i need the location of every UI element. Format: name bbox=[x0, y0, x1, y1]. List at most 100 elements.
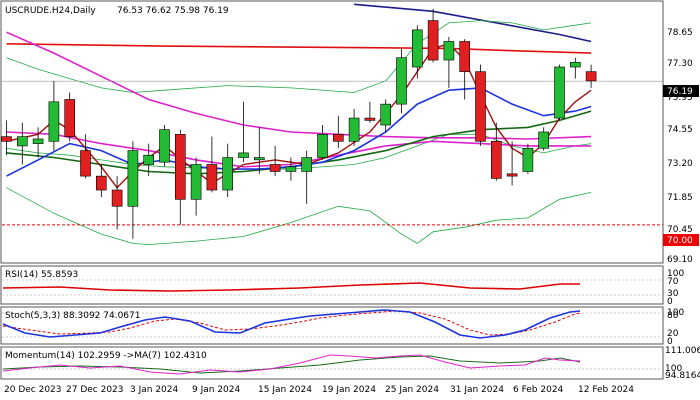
stoch-tick: 0 bbox=[667, 337, 673, 347]
candle-body-bullish bbox=[16, 136, 28, 147]
x-tick: 25 Jan 2024 bbox=[385, 385, 439, 395]
candle-body-bullish bbox=[254, 157, 265, 161]
candle bbox=[190, 157, 202, 216]
stoch-tick: 20 bbox=[667, 329, 679, 339]
x-tick: 19 Jan 2024 bbox=[322, 385, 376, 395]
candle-body-bullish bbox=[380, 103, 392, 126]
candle-body-bullish bbox=[522, 147, 534, 172]
y-tick: 71.85 bbox=[667, 193, 693, 203]
candle-body-bearish bbox=[364, 117, 376, 121]
momentum-tick: 100 bbox=[665, 364, 682, 374]
rsi-line bbox=[2, 282, 580, 292]
level-price-box bbox=[663, 234, 699, 246]
ohlc-readout: 76.53 76.62 75.98 76.19 bbox=[117, 6, 229, 16]
rsi-tick: 100 bbox=[667, 269, 684, 279]
y-tick: 73.20 bbox=[667, 159, 693, 169]
candle bbox=[317, 125, 328, 160]
candle-body-bearish bbox=[175, 134, 186, 200]
candle-body-bearish bbox=[206, 164, 218, 191]
candle bbox=[16, 122, 28, 165]
rsi-tick: 30 bbox=[667, 289, 679, 299]
x-tick: 12 Feb 2024 bbox=[578, 385, 634, 395]
moving-average-overlays bbox=[6, 3, 592, 246]
candle bbox=[490, 122, 502, 181]
candle-body-bullish bbox=[301, 157, 313, 172]
candle bbox=[301, 150, 313, 204]
momentum-label: Momentum(14) 102.2959 ->MA(7) 102.4310 bbox=[5, 351, 207, 361]
candle bbox=[459, 39, 471, 100]
candle-body-bearish bbox=[585, 71, 597, 82]
candle-body-bullish bbox=[396, 57, 407, 105]
y-tick: 75.95 bbox=[667, 93, 693, 103]
candle bbox=[254, 127, 265, 174]
last-price-box bbox=[663, 85, 699, 97]
price-axis: 78.65 77.30 75.95 74.55 73.20 71.85 70.4… bbox=[667, 28, 693, 265]
candle-body-bearish bbox=[269, 164, 281, 172]
candle-body-bullish bbox=[569, 62, 581, 68]
last-price-label: 76.19 bbox=[667, 87, 693, 97]
candle-body-bullish bbox=[411, 29, 423, 68]
candle bbox=[222, 143, 233, 197]
candle bbox=[269, 145, 281, 177]
candle-body-bullish bbox=[285, 166, 297, 172]
momentum-tick: 111.0068 bbox=[665, 346, 700, 356]
x-tick: 31 Jan 2024 bbox=[450, 385, 504, 395]
rsi-panel-frame bbox=[0, 265, 664, 305]
candle bbox=[32, 127, 44, 158]
candle bbox=[80, 134, 91, 179]
candle-body-bullish bbox=[222, 157, 233, 191]
overlay-line-ma-red-long bbox=[6, 43, 592, 54]
candle bbox=[411, 25, 423, 79]
candle-body-bullish bbox=[32, 138, 44, 144]
candle bbox=[111, 176, 123, 230]
x-tick: 20 Dec 2023 bbox=[4, 385, 62, 395]
candle bbox=[64, 92, 75, 142]
x-tick: 9 Jan 2024 bbox=[192, 385, 240, 395]
x-tick: 3 Jan 2024 bbox=[130, 385, 178, 395]
y-tick: 78.65 bbox=[667, 28, 693, 38]
candle-body-bullish bbox=[159, 129, 170, 163]
y-tick: 69.10 bbox=[667, 255, 693, 265]
overlay-line-ma-navy bbox=[354, 3, 592, 43]
candle bbox=[475, 64, 486, 146]
candle bbox=[175, 129, 186, 225]
candle bbox=[143, 143, 154, 177]
candle-body-bullish bbox=[190, 164, 202, 200]
stoch-main-line bbox=[2, 309, 581, 339]
candle-body-bullish bbox=[317, 134, 328, 158]
candle bbox=[238, 101, 249, 163]
candle-body-bullish bbox=[143, 154, 154, 165]
candle bbox=[585, 64, 597, 88]
overlay-line-bollinger bbox=[6, 20, 592, 93]
rsi-tick: 70 bbox=[667, 277, 679, 287]
momentum-panel-frame bbox=[0, 346, 664, 380]
candle bbox=[506, 141, 518, 186]
date-axis: 20 Dec 2023 27 Dec 2023 3 Jan 2024 9 Jan… bbox=[4, 385, 634, 395]
candle-body-bearish bbox=[427, 20, 439, 61]
stoch-panel-frame bbox=[0, 306, 664, 345]
main-panel-frame bbox=[0, 0, 664, 264]
x-tick: 6 Feb 2024 bbox=[513, 385, 564, 395]
candle bbox=[96, 164, 107, 197]
candle bbox=[380, 99, 392, 132]
candle-body-bearish bbox=[459, 41, 471, 72]
candle-body-bullish bbox=[127, 150, 139, 207]
candle-body-bearish bbox=[111, 189, 123, 207]
stoch-tick: 80 bbox=[667, 311, 679, 321]
stoch-label: Stoch(5,3,3) 88.3092 74.0671 bbox=[5, 311, 140, 321]
x-tick: 27 Dec 2023 bbox=[66, 385, 124, 395]
candle-body-bullish bbox=[538, 131, 550, 149]
candle bbox=[206, 136, 218, 193]
candle bbox=[396, 48, 407, 114]
candle bbox=[159, 125, 170, 167]
candle-body-bearish bbox=[64, 99, 75, 137]
candle-body-bullish bbox=[48, 101, 60, 142]
rsi-tick: 0 bbox=[667, 297, 673, 307]
candle bbox=[364, 101, 376, 123]
candle-body-bearish bbox=[1, 136, 12, 142]
momentum-tick: 94.8164 bbox=[665, 371, 700, 381]
candle bbox=[522, 143, 534, 174]
candle bbox=[443, 36, 455, 88]
symbol-label: USCRUDE.H24,Daily bbox=[5, 6, 96, 16]
